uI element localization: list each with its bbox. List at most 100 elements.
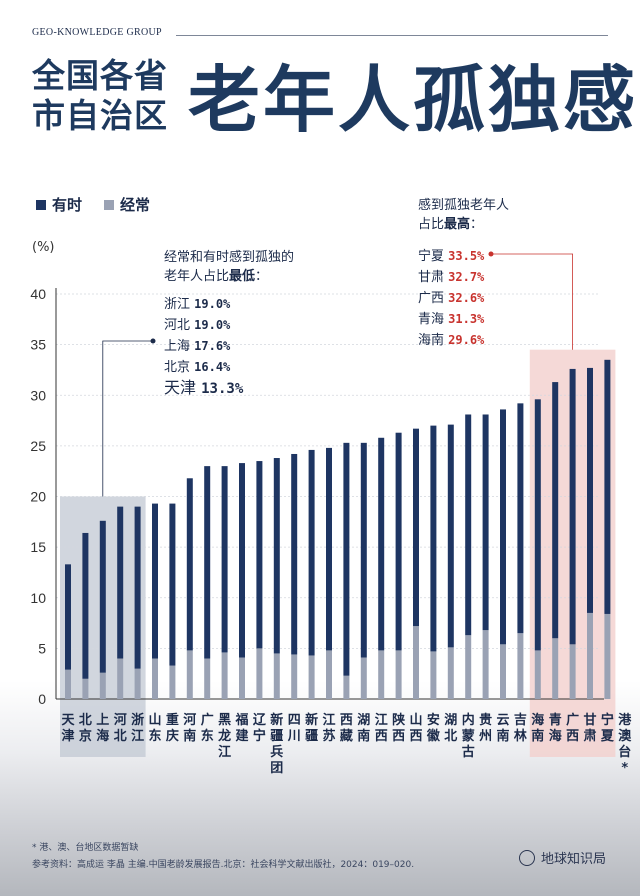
leader-dot-high	[488, 251, 494, 257]
low-item-value: 13.3%	[201, 381, 244, 397]
x-tick-label: 广东	[201, 712, 214, 744]
high-annotation-heading: 感到孤独老年人 占比最高：	[418, 196, 509, 234]
bar-often	[169, 665, 176, 699]
x-tick-label: 江西	[375, 712, 388, 744]
bar-sometimes	[500, 409, 506, 645]
x-tick-label: 福建	[234, 712, 248, 744]
bar-sometimes	[239, 463, 245, 658]
low-item: 浙江 19.0%	[164, 294, 243, 315]
bar-sometimes	[291, 453, 298, 655]
bar-often	[134, 668, 141, 699]
high-item: 海南 29.6%	[418, 330, 484, 351]
x-tick-label: 新疆兵团	[270, 712, 283, 776]
high-item-value: 33.5%	[448, 249, 485, 263]
bar-often	[413, 626, 419, 699]
low-item-name: 河北	[164, 318, 191, 333]
legend-label-often: 经常	[120, 196, 151, 214]
bar-often	[360, 657, 367, 699]
high-annotation-prefix: 占比	[418, 217, 445, 232]
low-item-value: 19.0%	[194, 318, 231, 332]
high-item: 广西 32.6%	[418, 288, 484, 309]
legend-item-sometimes: 有时	[36, 194, 82, 215]
bar-often	[587, 612, 593, 699]
x-tick-label: 贵州	[478, 712, 492, 744]
bar-often	[291, 654, 298, 699]
bar-often	[500, 644, 506, 699]
high-item-name: 甘肃	[418, 270, 445, 285]
high-item-value: 32.6%	[448, 291, 485, 305]
bar-sometimes	[534, 399, 541, 651]
x-tick-label: 新疆	[305, 712, 318, 744]
x-tick-label: 辽宁	[253, 713, 267, 744]
legend-label-sometimes: 有时	[52, 196, 83, 214]
bar-sometimes	[204, 466, 211, 659]
header-rule	[176, 35, 608, 36]
y-tick-label: 25	[30, 438, 46, 454]
bar-sometimes	[99, 520, 106, 673]
footer-reference: 参考资料：高成运 李晶 主编.中国老龄发展报告.北京：社会科学文献出版社，202…	[32, 860, 415, 870]
x-tick-label: 北京	[79, 713, 92, 744]
bar-sometimes	[378, 437, 385, 651]
y-axis-unit: (%)	[32, 240, 55, 255]
bar-often	[604, 613, 611, 699]
low-item: 北京 16.4%	[164, 357, 243, 378]
bar-sometimes	[343, 442, 350, 676]
title-main: 老年人孤独感	[188, 57, 639, 142]
high-annotation-suffix: ：	[470, 217, 484, 232]
x-tick-label: 内蒙古	[462, 712, 475, 760]
bar-often	[99, 672, 106, 699]
low-annotation-line1: 经常和有时感到孤独的	[164, 250, 295, 265]
high-item-value: 29.6%	[448, 333, 485, 347]
low-item: 天津 13.3%	[164, 378, 243, 399]
x-tick-label: 海南	[531, 712, 544, 744]
title-small: 全国各省市自治区	[32, 56, 168, 135]
low-item-name: 北京	[164, 360, 191, 375]
bar-often	[221, 652, 228, 699]
x-tick-label: 四川	[287, 713, 301, 744]
bar-often	[186, 650, 193, 699]
leader-line-low	[102, 340, 153, 497]
bar-often	[395, 650, 402, 699]
x-tick-label: 云南	[496, 713, 509, 744]
x-tick-label: 宁夏	[600, 712, 615, 744]
bar-often	[273, 653, 280, 699]
bar-sometimes	[169, 503, 176, 666]
bar-often	[204, 658, 211, 699]
low-annotation-list: 浙江 19.0% 河北 19.0% 上海 17.6% 北京 16.4% 天津 1…	[164, 294, 243, 399]
bar-sometimes	[430, 425, 437, 652]
high-item-name: 青海	[418, 312, 445, 327]
bar-often	[256, 648, 263, 699]
bar-often	[447, 647, 454, 699]
x-tick-label: 湖南	[357, 713, 370, 744]
high-item: 甘肃 32.7%	[418, 267, 484, 288]
low-item: 河北 19.0%	[164, 315, 243, 336]
low-annotation-prefix: 老年人占比	[164, 269, 230, 284]
bar-sometimes	[360, 442, 367, 658]
bar-often	[343, 675, 350, 699]
brand-label: GEO-KNOWLEDGE GROUP	[32, 27, 162, 38]
y-tick-label: 15	[30, 539, 46, 555]
low-annotation-suffix: ：	[255, 269, 269, 284]
bar-often	[430, 651, 437, 699]
x-tick-label: 湖北	[444, 713, 457, 744]
x-tick-label: 港澳台*	[618, 712, 632, 776]
x-tick-label: 重庆	[165, 712, 179, 744]
bar-sometimes	[117, 506, 124, 659]
high-item: 宁夏 33.5%	[418, 246, 484, 267]
low-item-name: 天津	[164, 378, 197, 397]
logo-text: 地球知识局	[540, 852, 606, 867]
bar-sometimes	[482, 414, 489, 631]
high-annotation-em: 最高	[444, 217, 471, 232]
bar-often	[569, 644, 576, 699]
x-tick-label: 陕西	[392, 712, 406, 744]
low-item: 上海 17.6%	[164, 336, 243, 357]
bar-sometimes	[413, 428, 419, 627]
low-item-name: 浙江	[164, 297, 191, 312]
x-tick-label: 浙江	[131, 712, 144, 744]
x-tick-label: 山西	[409, 712, 422, 744]
high-item-name: 广西	[418, 291, 445, 306]
bar-sometimes	[552, 382, 559, 639]
bar-often	[517, 633, 524, 699]
low-annotation-line2: 老年人占比最低：	[164, 267, 294, 286]
